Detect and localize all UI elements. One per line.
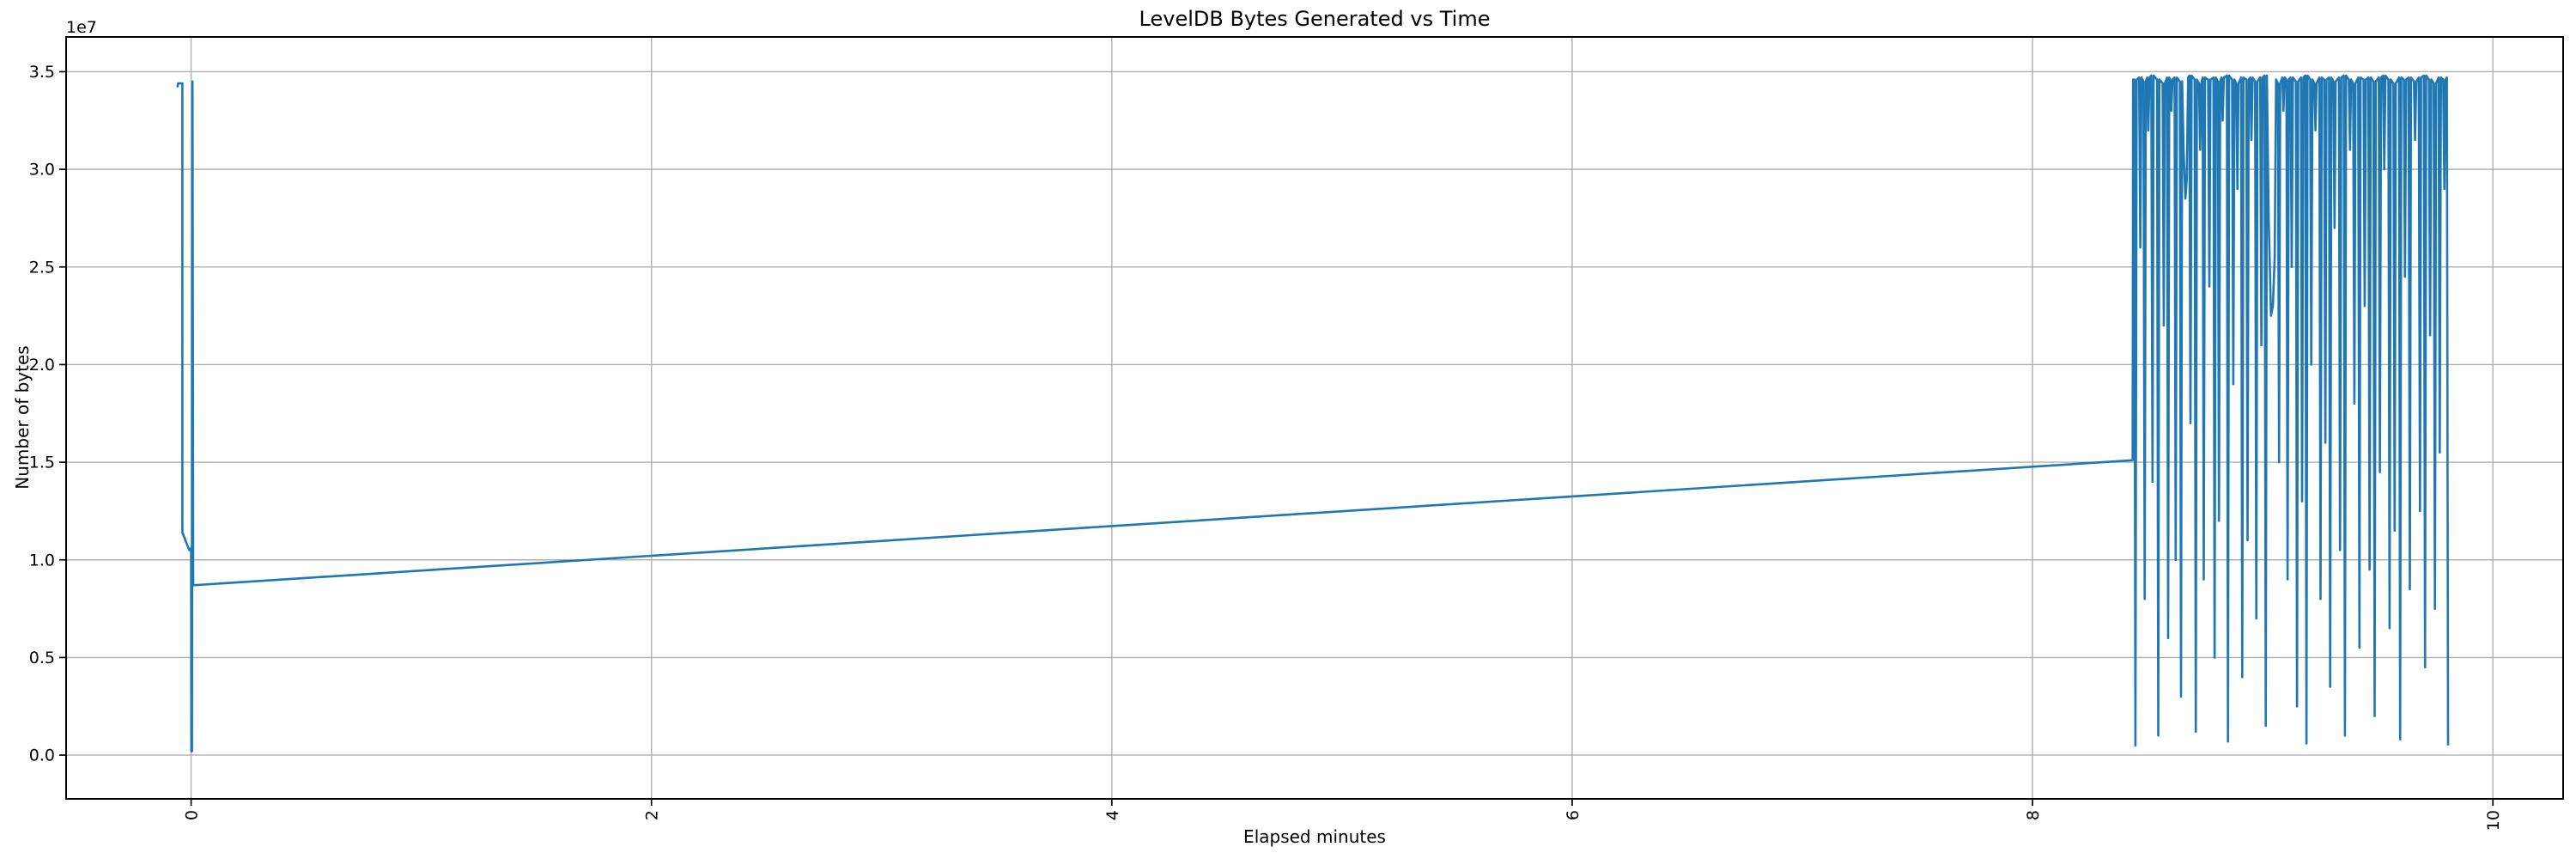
y-tick-label: 0.5 bbox=[29, 649, 55, 667]
y-tick-label: 2.0 bbox=[29, 356, 55, 375]
x-tick-label: 8 bbox=[2024, 810, 2043, 820]
plot-border bbox=[65, 36, 2564, 800]
y-tick-label: 1.0 bbox=[29, 551, 55, 570]
x-tick-label: 0 bbox=[183, 810, 202, 820]
y-axis-offset-label: 1e7 bbox=[66, 18, 97, 37]
x-tick-label: 4 bbox=[1103, 810, 1122, 820]
y-tick-label: 1.5 bbox=[29, 454, 55, 472]
x-tick-label: 2 bbox=[643, 810, 662, 820]
x-tick-label: 6 bbox=[1564, 810, 1583, 820]
chart-title: LevelDB Bytes Generated vs Time bbox=[1139, 7, 1491, 31]
x-axis-label: Elapsed minutes bbox=[1243, 826, 1386, 847]
y-tick-label: 3.0 bbox=[29, 161, 55, 180]
y-tick-label: 0.0 bbox=[29, 746, 55, 765]
data-line bbox=[176, 74, 2450, 752]
y-tick-label: 3.5 bbox=[29, 63, 55, 82]
x-tick-label: 10 bbox=[2484, 810, 2503, 831]
y-tick-label: 2.5 bbox=[29, 258, 55, 277]
